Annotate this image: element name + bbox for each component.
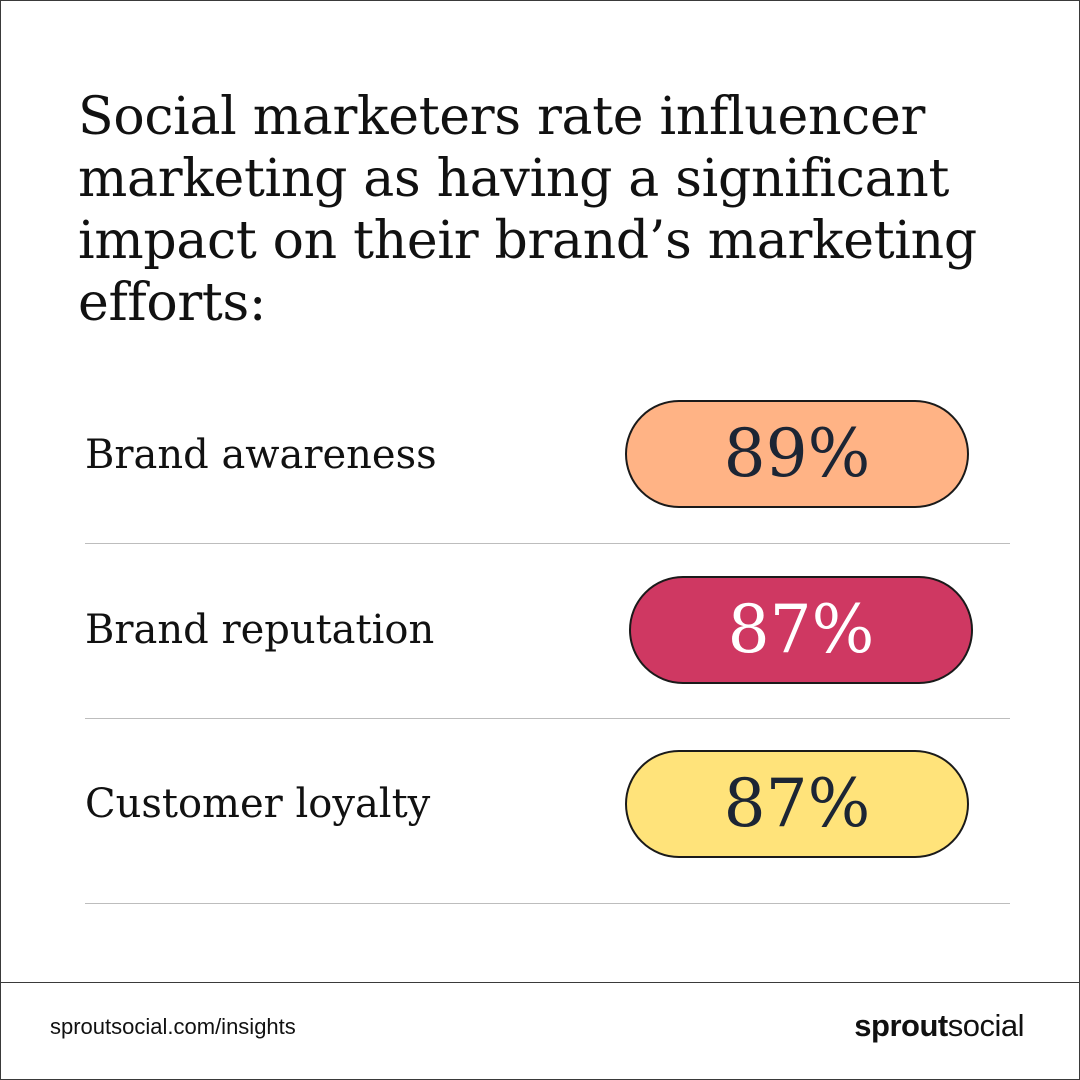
footer-url: sproutsocial.com/insights (50, 1014, 296, 1039)
row-label-brand-reputation: Brand reputation (85, 607, 435, 653)
row-divider (85, 543, 1010, 544)
row-label-brand-awareness: Brand awareness (85, 432, 437, 478)
headline: Social marketers rate influencer marketi… (78, 87, 977, 333)
row-divider (85, 903, 1010, 904)
stat-pill-brand-reputation: 87% (629, 576, 973, 684)
footer-divider (0, 982, 1080, 983)
stat-pill-brand-awareness: 89% (625, 400, 969, 508)
row-label-customer-loyalty: Customer loyalty (85, 781, 431, 827)
row-divider (85, 718, 1010, 719)
stat-pill-customer-loyalty: 87% (625, 750, 969, 858)
sprout-social-logo: sproutsocial (854, 1008, 1024, 1043)
